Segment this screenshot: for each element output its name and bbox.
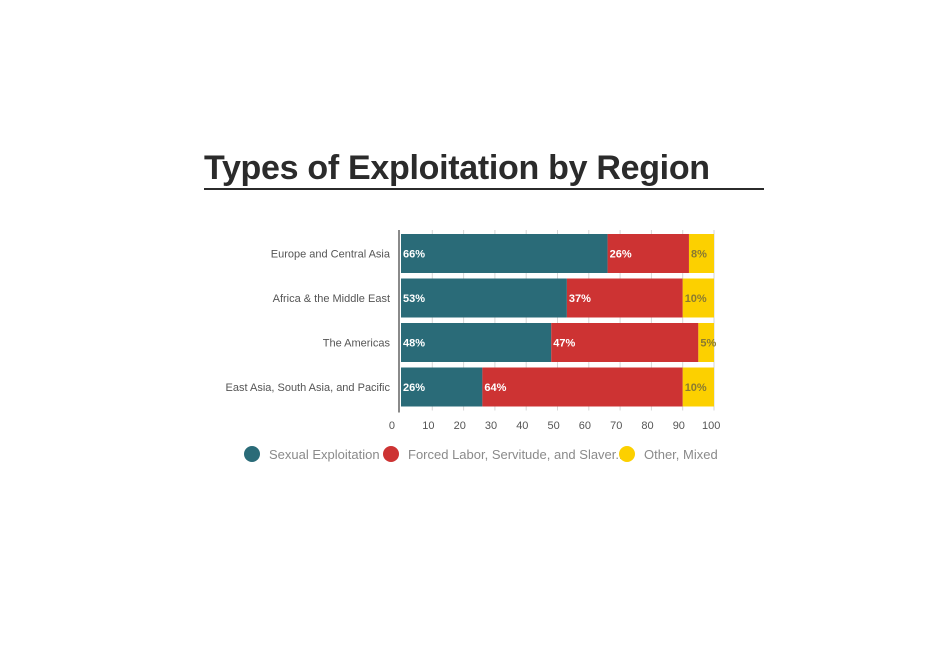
x-tick-label: 90 bbox=[673, 420, 685, 432]
data-labels: 66% 26% 8% 53% 37% 10% 48% 47% 5% 26% 64% 10% bbox=[403, 249, 716, 395]
category-labels: Europe and Central Asia Africa & the Midd… bbox=[226, 249, 391, 395]
y-axis-line bbox=[398, 230, 400, 413]
data-label: 5% bbox=[700, 338, 716, 350]
category-label: The Americas bbox=[323, 338, 391, 350]
legend-marker bbox=[619, 446, 635, 462]
x-tick-label: 100 bbox=[702, 420, 720, 432]
chart-title: Types of Exploitation by Region bbox=[204, 148, 764, 190]
x-tick-label: 70 bbox=[610, 420, 622, 432]
legend-label: Sexual Exploitation bbox=[269, 447, 380, 462]
bar-segment bbox=[682, 367, 714, 407]
legend-marker bbox=[244, 446, 260, 462]
x-tick-label: 10 bbox=[422, 420, 434, 432]
bar-segment bbox=[688, 234, 714, 273]
x-tick-label: 20 bbox=[454, 420, 466, 432]
x-tick-label: 60 bbox=[579, 420, 591, 432]
x-tick-label: 30 bbox=[485, 420, 497, 432]
bars bbox=[401, 234, 714, 407]
data-label: 10% bbox=[685, 293, 707, 305]
data-label: 26% bbox=[610, 249, 632, 261]
bar-segment bbox=[682, 278, 714, 318]
bar-segment bbox=[566, 278, 683, 318]
data-label: 8% bbox=[691, 249, 707, 261]
data-label: 10% bbox=[685, 382, 707, 394]
bar-segment bbox=[698, 323, 714, 362]
data-label: 53% bbox=[403, 293, 425, 305]
bar-segment bbox=[551, 323, 699, 362]
x-tick-label: 80 bbox=[641, 420, 653, 432]
category-label: Europe and Central Asia bbox=[271, 249, 391, 261]
x-tick-label: 40 bbox=[516, 420, 528, 432]
bar-segment bbox=[607, 234, 689, 273]
data-label: 64% bbox=[484, 382, 506, 394]
data-label: 47% bbox=[553, 338, 575, 350]
data-label: 37% bbox=[569, 293, 591, 305]
bar-segment bbox=[401, 367, 483, 407]
legend-marker bbox=[383, 446, 399, 462]
legend-label: Forced Labor, Servitude, and Slaver... bbox=[408, 447, 626, 462]
x-tick-label: 50 bbox=[548, 420, 560, 432]
data-label: 66% bbox=[403, 249, 425, 261]
bar-segment bbox=[401, 323, 552, 362]
legend-label: Other, Mixed bbox=[644, 447, 718, 462]
bar-segment bbox=[482, 367, 683, 407]
data-label: 48% bbox=[403, 338, 425, 350]
x-tick-label: 0 bbox=[389, 420, 395, 432]
bar-segment bbox=[401, 278, 567, 318]
data-label: 26% bbox=[403, 382, 425, 394]
category-label: East Asia, South Asia, and Pacific bbox=[226, 382, 391, 394]
x-axis-ticks: 0 10 20 30 40 50 60 70 80 90 100 bbox=[389, 420, 720, 432]
legend: Sexual Exploitation Forced Labor, Servitu… bbox=[244, 446, 718, 462]
bar-segment bbox=[401, 234, 608, 273]
category-label: Africa & the Middle East bbox=[273, 293, 390, 305]
